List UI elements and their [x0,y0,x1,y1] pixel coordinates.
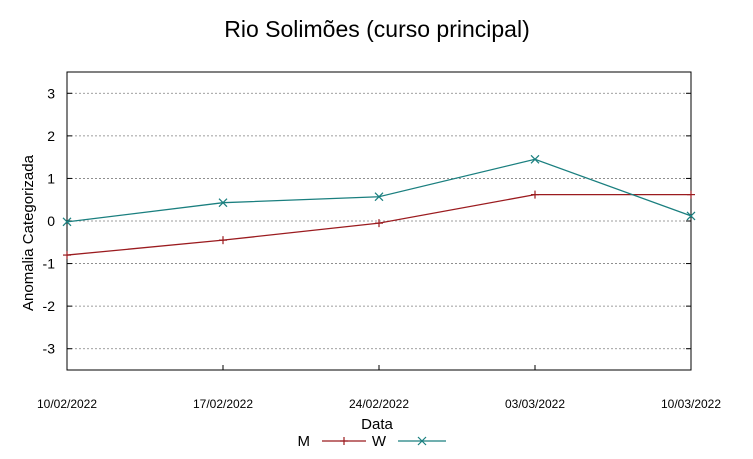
data-point-W [62,217,72,227]
data-point-W [374,192,384,202]
x-tick-label: 10/03/2022 [661,397,721,411]
y-tick-label: 0 [47,213,55,229]
y-tick-label: 2 [47,128,55,144]
y-tick-label: -3 [43,341,56,357]
x-axis-ticks: 10/02/2022 17/02/2022 24/02/2022 03/03/2022… [37,365,721,411]
chart-title: Rio Solimões (curso principal) [224,16,530,42]
data-point-M [531,190,539,199]
x-axis-label: Data [361,416,393,433]
data-point-W [686,211,696,221]
x-tick-label: 10/02/2022 [37,397,97,411]
legend-marker-M [340,437,348,445]
y-tick-label: 3 [47,85,55,101]
y-axis-label: Anomalia Categorizada [20,154,37,311]
data-point-M [63,251,71,260]
plot-frame [66,71,692,371]
data-point-W [530,154,540,164]
data-point-M [375,219,383,228]
y-tick-label: 1 [47,170,55,186]
gridlines [67,92,691,350]
data-point-M [687,190,695,199]
x-tick-label: 24/02/2022 [349,397,409,411]
x-tick-label: 03/03/2022 [505,397,565,411]
legend-marker-W [417,436,427,446]
legend-label-M: M [298,433,311,450]
data-point-W [218,198,228,208]
y-tick-label: -2 [43,298,56,314]
y-axis-ticks: 3 2 1 0 -1 -2 -3 [43,85,691,357]
x-tick-label: 17/02/2022 [193,397,253,411]
legend-label-W: W [372,433,387,450]
y-tick-label: -1 [43,256,56,272]
data-point-M [219,236,227,245]
series-layer [62,154,696,260]
series-line-W [66,158,692,223]
